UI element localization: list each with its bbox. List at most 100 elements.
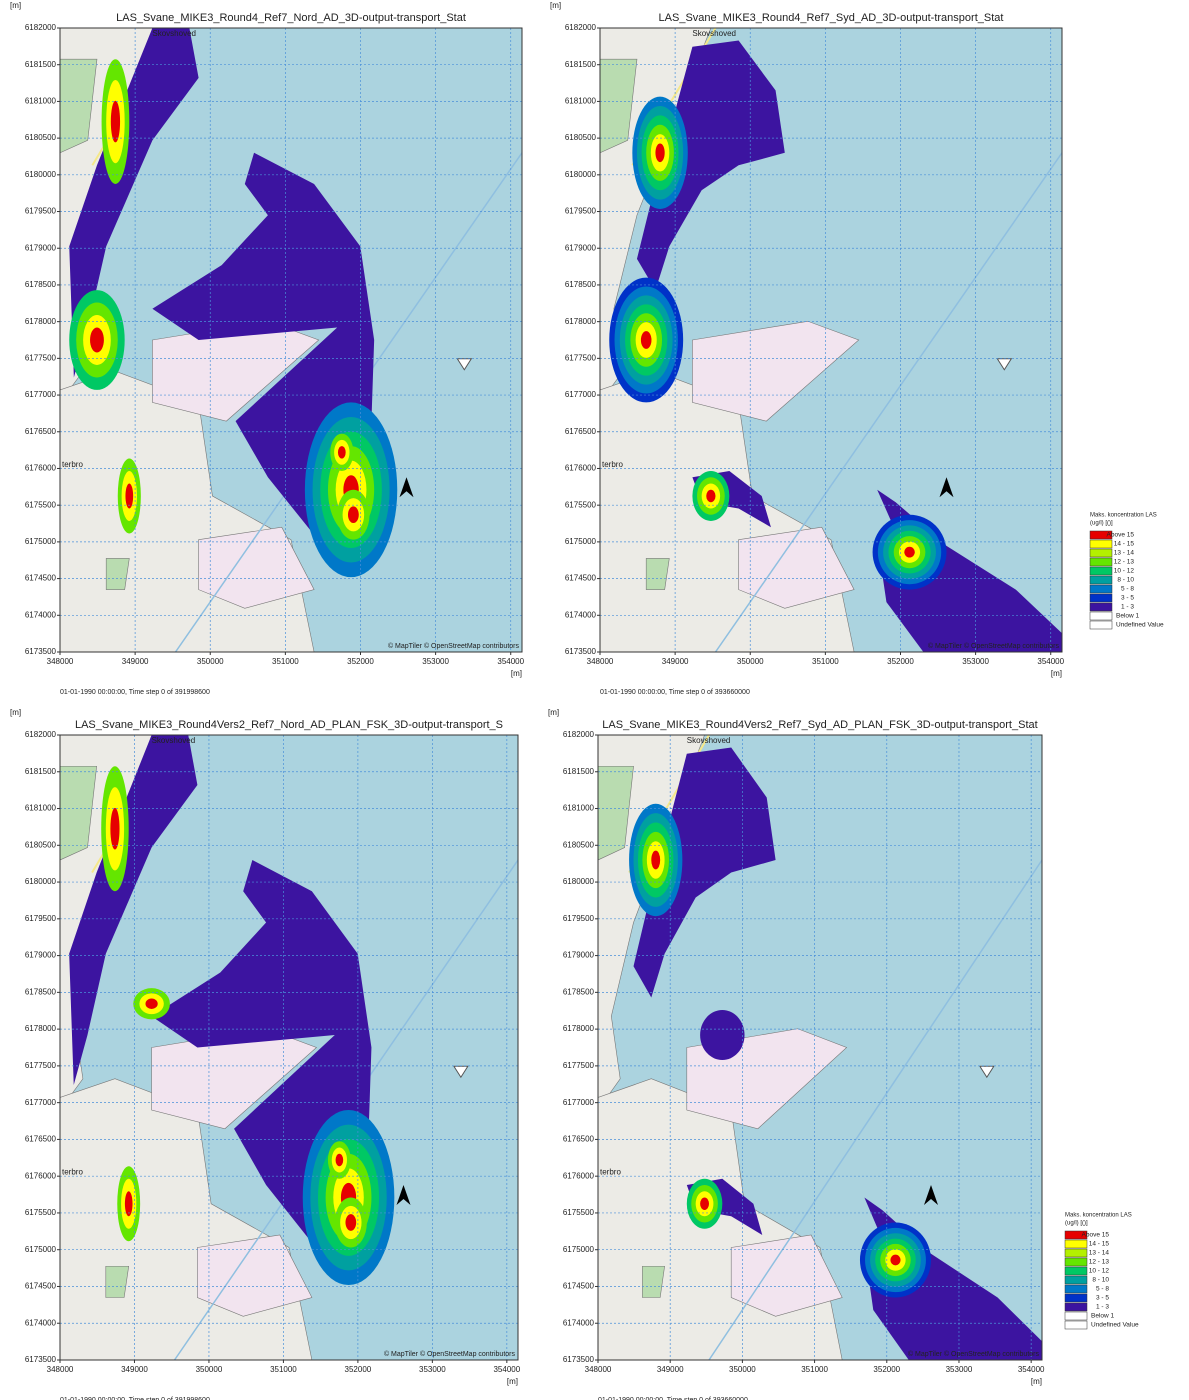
y-tick-label: 6177000 [25, 1098, 57, 1107]
x-tick-label: 354000 [497, 657, 524, 666]
legend-swatch [1065, 1267, 1087, 1275]
legend-label: 1 - 3 [1096, 1304, 1109, 1311]
y-tick-label: 6180500 [565, 133, 597, 142]
y-tick-label: 6179500 [563, 914, 595, 923]
legend-label: Below 1 [1091, 1313, 1115, 1320]
y-tick-label: 6182000 [563, 730, 595, 739]
x-tick-label: 354000 [1037, 657, 1064, 666]
y-tick-label: 6180500 [25, 840, 57, 849]
legend-label: Undefined Value [1091, 1322, 1139, 1329]
legend-label: 8 - 10 [1117, 577, 1134, 584]
x-tick-label: 349000 [657, 1365, 684, 1374]
legend-label: 5 - 8 [1121, 586, 1134, 593]
plume-contour [125, 484, 133, 509]
y-tick-label: 6177500 [563, 1061, 595, 1070]
y-tick-label: 6180000 [25, 170, 57, 179]
y-tick-label: 6178000 [565, 317, 597, 326]
y-tick-label: 6177500 [25, 1061, 57, 1070]
legend-swatch [1065, 1312, 1087, 1320]
y-tick-label: 6181500 [25, 60, 57, 69]
legend-swatch [1090, 603, 1112, 611]
y-unit: [m] [550, 1, 561, 10]
legend-label: 12 - 13 [1089, 1259, 1110, 1266]
plume-contour [345, 1214, 356, 1231]
y-tick-label: 6181000 [563, 804, 595, 813]
legend-label: Undefined Value [1116, 622, 1164, 629]
y-tick-label: 6176000 [25, 464, 57, 473]
y-tick-label: 6175500 [25, 1208, 57, 1217]
y-tick-label: 6182000 [25, 730, 57, 739]
legend-swatch [1065, 1303, 1087, 1311]
y-tick-label: 6174500 [25, 1282, 57, 1291]
x-tick-label: 351000 [272, 657, 299, 666]
y-tick-label: 6178000 [25, 1024, 57, 1033]
y-tick-label: 6175500 [563, 1208, 595, 1217]
x-tick-label: 350000 [729, 1365, 756, 1374]
legend-swatch [1090, 576, 1112, 584]
y-tick-label: 6175000 [25, 537, 57, 546]
x-tick-label: 348000 [47, 657, 74, 666]
y-tick-label: 6176500 [25, 427, 57, 436]
legend-label: Above 15 [1082, 1232, 1110, 1239]
x-unit: [m] [1051, 669, 1062, 678]
y-tick-label: 6176000 [25, 1171, 57, 1180]
plume-contour [890, 1255, 900, 1266]
x-unit: [m] [1031, 1377, 1042, 1386]
place-label: terbro [62, 1168, 83, 1177]
place-label: Skovshoved [687, 736, 731, 745]
y-tick-label: 6177000 [25, 390, 57, 399]
y-tick-label: 6178500 [25, 280, 57, 289]
y-tick-label: 6176000 [563, 1171, 595, 1180]
legend-label: 14 - 15 [1089, 1241, 1110, 1248]
plume [700, 1010, 744, 1060]
legend-swatch [1090, 567, 1112, 575]
legend-swatch [1065, 1249, 1087, 1257]
panel-title: LAS_Svane_MIKE3_Round4_Ref7_Syd_AD_3D-ou… [659, 12, 1004, 24]
footer: 01-01-1990 00:00:00, Time step 0 of 3936… [600, 689, 750, 696]
x-tick-label: 348000 [585, 1365, 612, 1374]
plume-contour [655, 143, 664, 162]
y-tick-label: 6182000 [565, 23, 597, 32]
y-tick-label: 6180000 [565, 170, 597, 179]
y-tick-label: 6181000 [565, 97, 597, 106]
y-tick-label: 6181500 [563, 767, 595, 776]
y-tick-label: 6181000 [25, 97, 57, 106]
y-tick-label: 6178000 [563, 1024, 595, 1033]
y-tick-label: 6175000 [25, 1245, 57, 1254]
plume-contour [651, 851, 660, 870]
attribution: © MapTiler © OpenStreetMap contributors [908, 1350, 1040, 1358]
place-label: terbro [602, 460, 623, 469]
plume-contour [338, 446, 346, 458]
x-tick-label: 352000 [873, 1365, 900, 1374]
place-label: Skovshoved [152, 736, 196, 745]
x-tick-label: 354000 [1018, 1365, 1045, 1374]
figure: 348000 349000 350000 351000 352000 353000 3540… [0, 0, 1189, 1400]
y-tick-label: 6181000 [25, 804, 57, 813]
legend-swatch [1065, 1321, 1087, 1329]
x-tick-label: 352000 [347, 657, 374, 666]
y-tick-label: 6173500 [25, 1355, 57, 1364]
legend-title: Maks. koncentration LAS [1090, 513, 1157, 519]
legend-label: 1 - 3 [1121, 604, 1134, 611]
panel-title: LAS_Svane_MIKE3_Round4Vers2_Ref7_Nord_AD… [75, 719, 503, 731]
page: 348000 349000 350000 351000 352000 353000 3540… [0, 0, 1189, 1400]
y-tick-label: 6173500 [563, 1355, 595, 1364]
y-tick-label: 6174000 [563, 1318, 595, 1327]
y-tick-label: 6178500 [565, 280, 597, 289]
y-tick-label: 6178500 [563, 987, 595, 996]
panel-title: LAS_Svane_MIKE3_Round4Vers2_Ref7_Syd_AD_… [602, 719, 1037, 731]
plume-contour [904, 547, 915, 558]
y-tick-label: 6180000 [563, 877, 595, 886]
y-tick-label: 6181500 [565, 60, 597, 69]
map-panel: 3480003490003500003510003520003530003540… [10, 1, 525, 696]
legend-swatch [1090, 594, 1112, 602]
legend-swatch [1065, 1276, 1087, 1284]
plume-contour [125, 1191, 133, 1216]
y-tick-label: 6174000 [25, 610, 57, 619]
footer: 01-01-1990 00:00:00, Time step 0 of 3919… [60, 689, 210, 696]
y-tick-label: 6177500 [565, 353, 597, 362]
x-tick-label: 353000 [946, 1365, 973, 1374]
legend-label: 12 - 13 [1114, 559, 1135, 566]
legend-label: 13 - 14 [1089, 1250, 1110, 1257]
